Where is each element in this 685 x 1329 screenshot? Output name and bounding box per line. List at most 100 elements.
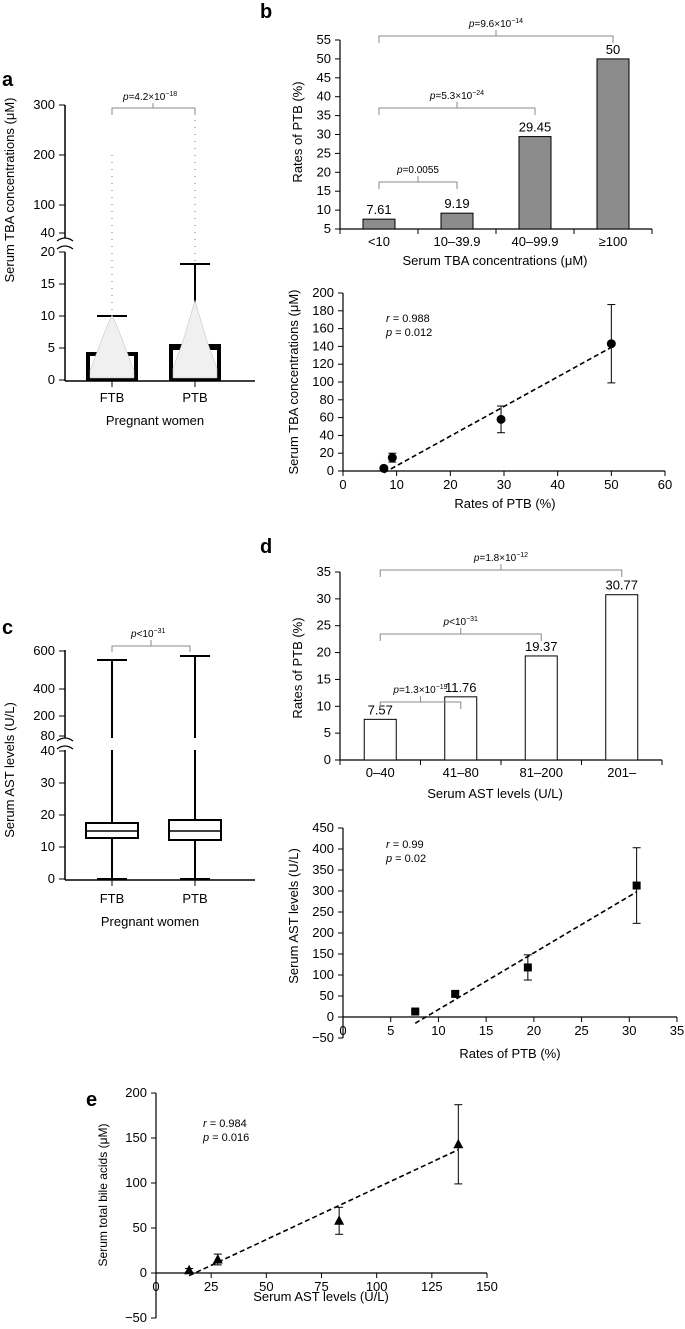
pvalue-symbol: p: [473, 553, 480, 564]
pvalue-symbol: p: [468, 19, 475, 30]
panel-b: b Rates of PTB (%) 5 10 15 20 25 30 35 40 45 50 55…: [260, 1, 653, 268]
xtick-label: FTB: [100, 891, 125, 906]
box-ftb: [85, 659, 139, 880]
panel-b-bars: 7.61 <10 9.19 10–39.9 29.45 40–99.9 50 ≥100: [339, 42, 653, 249]
xtick-label: 0–40: [366, 765, 395, 780]
bar-value-label: 50: [606, 42, 620, 57]
xtick-label: 125: [421, 1279, 443, 1294]
bar-value-label: 9.19: [444, 196, 469, 211]
pvalue-symbol: p: [392, 685, 399, 696]
ytick-label: 0: [48, 871, 55, 886]
panel-a-letter: a: [2, 69, 14, 91]
panel-d-lower-xlabel: Rates of PTB (%): [459, 1046, 560, 1061]
ytick-label: −50: [312, 1030, 334, 1045]
bar-value-label: 19.37: [525, 639, 558, 654]
panel-b-lower-ylabel: Serum TBA concentrations (μM): [286, 290, 301, 475]
ytick-label: 20: [317, 645, 331, 660]
ytick-label: 55: [317, 32, 331, 47]
data-point: [212, 1254, 223, 1264]
stat-r-value: = 0.99: [390, 839, 424, 851]
xtick-label: 35: [670, 1023, 684, 1038]
pvalue-text: =5.3×10: [435, 91, 472, 102]
bar-value-label: 7.61: [366, 202, 391, 217]
xtick-label: ≥100: [599, 234, 628, 249]
data-point: [632, 881, 641, 890]
pvalue-exponent: −24: [472, 90, 484, 97]
ytick-label: 35: [317, 108, 331, 123]
xtick-label: FTB: [100, 390, 125, 405]
ytick-label: 5: [324, 725, 331, 740]
xtick-label: 40: [550, 477, 564, 492]
pvalue-label: p<10−31: [443, 616, 479, 628]
ytick-label: 150: [312, 946, 334, 961]
stat-r: r = 0.988: [386, 313, 430, 325]
pvalue-label: p=5.3×10−24: [429, 90, 484, 102]
ytick-label: 200: [125, 1085, 147, 1100]
pvalue-text: =0.0055: [403, 165, 440, 176]
fit-line: [414, 891, 638, 1024]
xtick-label: 25: [204, 1279, 218, 1294]
ytick-label: 20: [317, 164, 331, 179]
panel-d-xlabel: Serum AST levels (U/L): [427, 786, 563, 801]
pvalue-symbol: p: [443, 617, 450, 628]
bar-3: [605, 594, 639, 761]
ytick-label: 45: [317, 70, 331, 85]
data-point: [387, 453, 397, 463]
panel-c-letter: c: [2, 617, 13, 639]
xtick-label: PTB: [182, 390, 207, 405]
xtick-label: 10: [389, 477, 403, 492]
panel-d-letter: d: [260, 536, 272, 558]
stat-p-value: = 0.02: [392, 853, 426, 865]
xtick-label: 0: [339, 477, 346, 492]
panel-a-ylabel: Serum TBA concentrations (μM): [2, 98, 17, 283]
panel-d-bars: 7.57 0–40 11.76 41–80 19.37 81–200 30.77 201–: [339, 578, 663, 780]
panel-b-ylabel: Rates of PTB (%): [290, 81, 305, 182]
ytick-label: 10: [317, 698, 331, 713]
data-point: [379, 463, 389, 473]
ytick-label: 450: [312, 820, 334, 835]
xtick-label: PTB: [182, 891, 207, 906]
ytick-label: 15: [317, 183, 331, 198]
panel-c-ylabel: Serum AST levels (U/L): [2, 702, 17, 838]
fit-line: [188, 1148, 459, 1277]
ytick-label: 25: [317, 145, 331, 160]
ytick-label: 10: [41, 308, 55, 323]
xtick-label: 10: [431, 1023, 445, 1038]
panel-d-lower: Serum AST levels (U/L) Rates of PTB (%) …: [286, 820, 684, 1061]
ytick-label: 200: [33, 708, 55, 723]
ytick-label: 100: [33, 197, 55, 212]
xtick-label: 50: [604, 477, 618, 492]
ytick-label: 40: [320, 427, 334, 442]
ytick-label: 80: [320, 392, 334, 407]
pvalue-exponent: −14: [511, 18, 523, 25]
ytick-label: 80: [41, 728, 55, 743]
pvalue-label: p=1.8×10−12: [473, 552, 528, 564]
box-ftb-strip: [89, 314, 135, 379]
ytick-label: 50: [317, 51, 331, 66]
panel-c-pvalue: p<10−31: [130, 628, 166, 640]
bar-2: [518, 136, 552, 230]
ytick-label: 40: [317, 89, 331, 104]
ytick-label: 35: [317, 564, 331, 579]
data-point: [451, 989, 460, 998]
ytick-label: 200: [33, 147, 55, 162]
ytick-label: 100: [125, 1175, 147, 1190]
ytick-label: 20: [320, 445, 334, 460]
panel-a-axis-break: [56, 237, 74, 250]
stat-r-symbol: r: [386, 839, 391, 851]
panel-a-xlabel: Pregnant women: [106, 413, 204, 428]
xtick-label: 100: [366, 1279, 388, 1294]
pvalue-text: <10: [449, 617, 466, 628]
ytick-label: 140: [312, 338, 334, 353]
panel-e-ylabel: Serum total bile acids (μM): [96, 1124, 110, 1267]
stat-p: p = 0.012: [385, 327, 432, 339]
ytick-label: 30: [41, 775, 55, 790]
panel-d-lower-ylabel: Serum AST levels (U/L): [286, 848, 301, 984]
ytick-label: 150: [125, 1130, 147, 1145]
pvalue-text: =1.3×10: [399, 685, 436, 696]
xtick-label: 15: [479, 1023, 493, 1038]
box-ptb: [169, 120, 221, 381]
panel-d-ylabel: Rates of PTB (%): [290, 617, 305, 718]
stat-r-symbol: r: [203, 1118, 208, 1130]
stat-r-symbol: r: [386, 313, 391, 325]
